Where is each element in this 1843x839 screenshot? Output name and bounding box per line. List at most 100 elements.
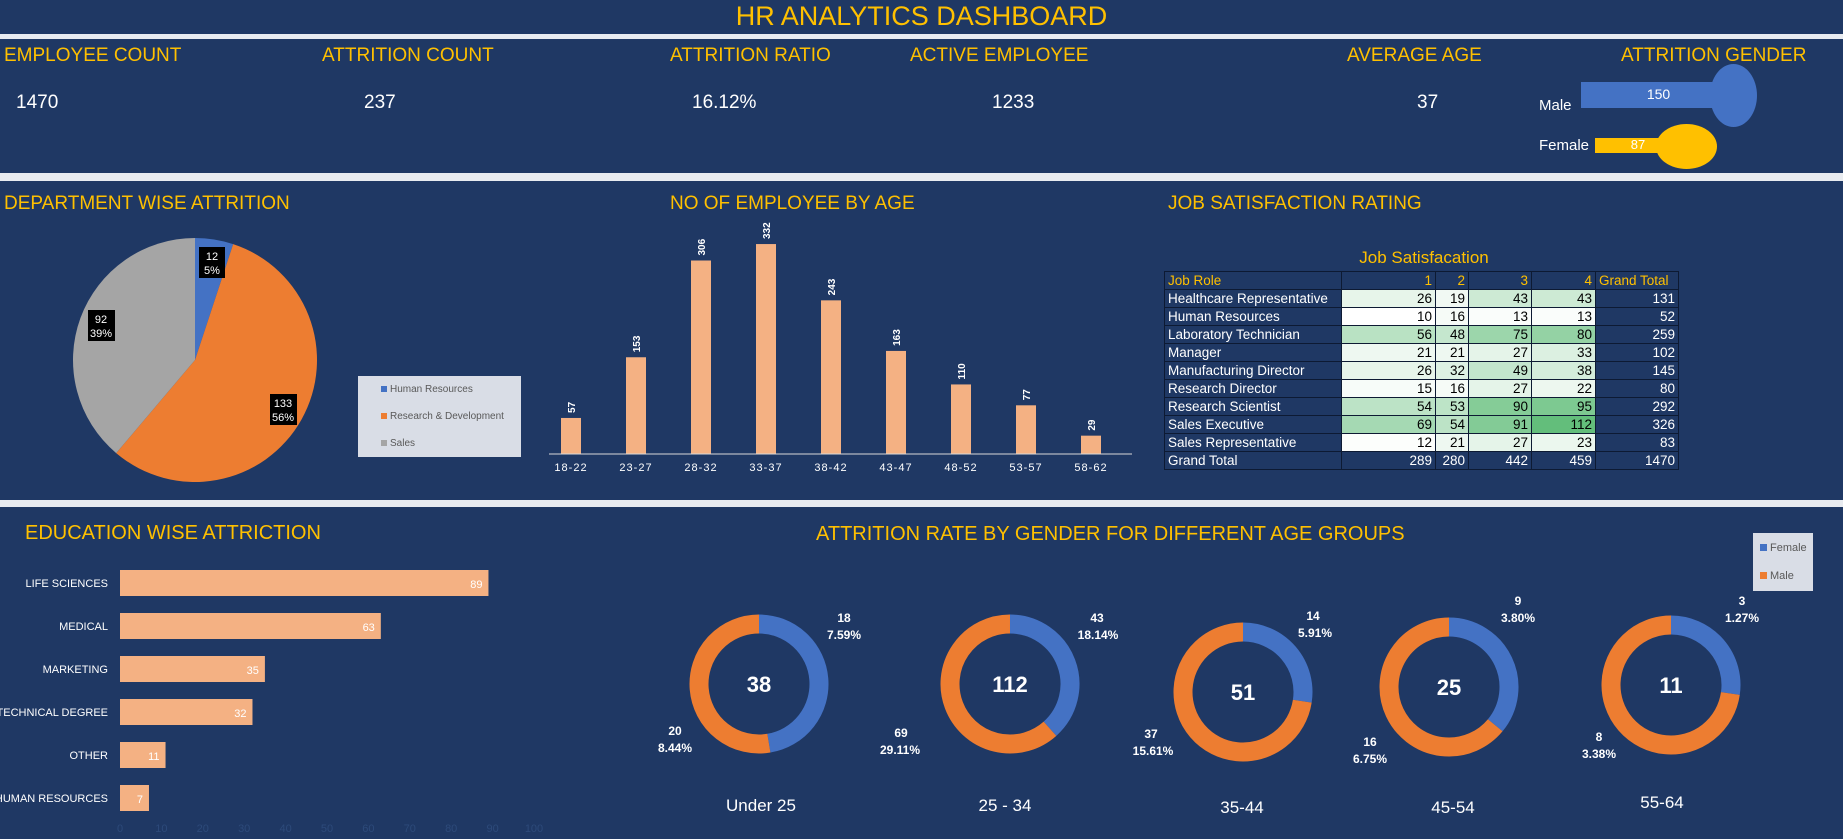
education-axis-tick: 20 xyxy=(197,823,209,835)
donut-male-segment xyxy=(940,614,1057,754)
education-bar xyxy=(120,656,265,682)
age-tick-label: 58-62 xyxy=(1074,462,1107,474)
legend-swatch-female xyxy=(1760,544,1767,551)
table-row: Research Scientist 54 53 90 95 292 xyxy=(1164,397,1679,416)
gender-age-legend: Female Male xyxy=(1753,533,1813,591)
donut-male-count: 8 xyxy=(1596,730,1603,744)
age-value-label: 153 xyxy=(632,335,643,352)
legend-swatch-sales xyxy=(381,440,387,446)
donut-female-count: 14 xyxy=(1306,609,1320,623)
legend-rd: Research & Development xyxy=(390,411,504,422)
hr-pct-label: 5% xyxy=(204,265,220,277)
donut-female-pct: 1.27% xyxy=(1725,611,1759,625)
age-value-label: 243 xyxy=(827,278,838,295)
legend-sales: Sales xyxy=(390,438,415,449)
attrition-gender-title: ATTRITION GENDER xyxy=(1621,45,1807,66)
table-row: Laboratory Technician 56 48 75 80 259 xyxy=(1164,325,1679,344)
donut-total-label: 25 xyxy=(1437,675,1461,700)
legend-swatch-male xyxy=(1760,572,1767,579)
education-category-label: HUMAN RESOURCES xyxy=(0,793,108,805)
legend-swatch-hr xyxy=(381,386,387,392)
job-satisfaction-table-title: Job Satisfacation xyxy=(1359,248,1489,267)
age-bar-48-52 xyxy=(951,384,971,454)
donut-chart: 11 3 1.27% 8 3.38% 55-64 xyxy=(1582,594,1759,812)
hr-count-label: 12 xyxy=(206,251,218,263)
grand-total-row: Grand Total 289 280 442 459 1470 xyxy=(1164,451,1679,470)
age-bar-43-47 xyxy=(886,350,906,454)
age-tick-label: 18-22 xyxy=(554,462,587,474)
education-value-label: 63 xyxy=(363,622,375,634)
header-rating-4: 4 xyxy=(1531,271,1596,290)
age-bar-58-62 xyxy=(1081,435,1101,454)
age-value-label: 332 xyxy=(762,222,773,239)
job-satisfaction-title: JOB SATISFACTION RATING xyxy=(1168,193,1422,214)
education-category-label: LIFE SCIENCES xyxy=(25,578,108,590)
donut-total-label: 11 xyxy=(1659,673,1682,698)
education-value-label: 11 xyxy=(148,751,159,763)
donut-female-segment xyxy=(1009,614,1080,736)
table-row: Healthcare Representative 26 19 43 43 131 xyxy=(1164,289,1679,308)
donut-male-segment xyxy=(1379,617,1503,757)
donut-chart: 38 18 7.59% 20 8.44% Under 25 xyxy=(658,611,861,815)
employee-by-age-chart: 57 18-22 153 23-27 306 28-32 332 33-37 243 38-42 1… xyxy=(549,222,1132,474)
attrition-count-label: ATTRITION COUNT xyxy=(322,45,494,66)
sales-data-label: 92 39% xyxy=(88,310,115,341)
donut-male-pct: 6.75% xyxy=(1353,752,1387,766)
donut-female-pct: 5.91% xyxy=(1298,626,1332,640)
female-value: 87 xyxy=(1630,137,1646,152)
table-row: Human Resources 10 16 13 13 52 xyxy=(1164,307,1679,326)
donut-total-label: 38 xyxy=(747,672,771,697)
male-value: 150 xyxy=(1646,86,1671,102)
donut-female-segment xyxy=(1670,615,1741,695)
male-bar xyxy=(1581,82,1720,108)
table-row: Manager 21 21 27 33 102 xyxy=(1164,343,1679,362)
attrition-ratio-value: 16.12% xyxy=(692,92,757,113)
education-bar xyxy=(120,699,253,725)
donut-male-count: 69 xyxy=(894,726,908,740)
donut-total-label: 112 xyxy=(992,672,1028,697)
age-value-label: 57 xyxy=(567,401,578,413)
middle-divider xyxy=(0,500,1843,507)
education-axis-tick: 80 xyxy=(445,823,457,835)
pie-slice-sales xyxy=(73,238,195,454)
female-label: Female xyxy=(1539,137,1590,154)
education-category-label: TECHNICAL DEGREE xyxy=(0,707,108,719)
legend-swatch-rd xyxy=(381,413,387,419)
age-group-label: 35-44 xyxy=(1220,798,1263,817)
donut-chart: 51 14 5.91% 37 15.61% 35-44 xyxy=(1133,609,1333,817)
dashboard-title: HR ANALYTICS DASHBOARD xyxy=(735,1,1108,31)
age-tick-label: 38-42 xyxy=(814,462,847,474)
age-value-label: 77 xyxy=(1022,389,1033,401)
age-tick-label: 43-47 xyxy=(879,462,912,474)
average-age-label: AVERAGE AGE xyxy=(1347,45,1482,66)
education-category-label: MEDICAL xyxy=(59,621,108,633)
donut-chart: 25 9 3.80% 16 6.75% 45-54 xyxy=(1353,594,1535,817)
employee-count-value: 1470 xyxy=(16,92,59,113)
donut-male-pct: 8.44% xyxy=(658,741,692,755)
donut-female-segment xyxy=(1448,617,1519,732)
header-grand-total: Grand Total xyxy=(1595,271,1679,290)
donut-male-pct: 15.61% xyxy=(1133,744,1174,758)
job-satisfaction-table: Job Role 1 2 3 4 Grand Total Healthcare … xyxy=(1164,271,1679,470)
employee-count-label: EMPLOYEE COUNT xyxy=(4,45,182,66)
department-legend: Human Resources Research & Development S… xyxy=(358,376,521,457)
active-employee-value: 1233 xyxy=(992,92,1035,113)
age-value-label: 29 xyxy=(1087,419,1098,431)
education-axis-tick: 90 xyxy=(486,823,498,835)
age-bar-18-22 xyxy=(561,417,581,454)
legend-hr: Human Resources xyxy=(390,384,473,395)
education-bar xyxy=(120,742,166,768)
header-rating-1: 1 xyxy=(1341,271,1436,290)
donut-female-segment xyxy=(1242,622,1313,703)
education-bar xyxy=(120,613,381,639)
age-bar-23-27 xyxy=(626,357,646,454)
donut-female-count: 3 xyxy=(1739,594,1746,608)
male-bubble xyxy=(1710,64,1757,127)
age-value-label: 110 xyxy=(957,363,968,380)
age-value-label: 306 xyxy=(697,238,708,255)
education-axis-tick: 30 xyxy=(238,823,250,835)
education-category-label: OTHER xyxy=(70,750,109,762)
donut-female-count: 18 xyxy=(837,611,851,625)
sales-pct-label: 39% xyxy=(90,328,112,340)
